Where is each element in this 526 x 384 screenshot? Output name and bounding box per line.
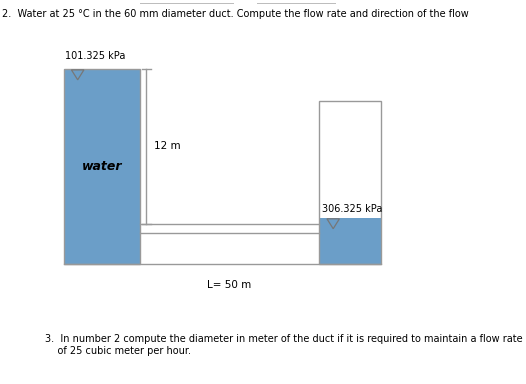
Text: 306.325 kPa: 306.325 kPa — [322, 204, 382, 214]
Text: 2.  Water at 25 °C in the 60 mm diameter duct. Compute the flow rate and directi: 2. Water at 25 °C in the 60 mm diameter … — [3, 9, 469, 19]
Bar — [319, 218, 381, 265]
Bar — [319, 101, 381, 265]
Text: 3.  In number 2 compute the diameter in meter of the duct if it is required to m: 3. In number 2 compute the diameter in m… — [45, 334, 523, 356]
Bar — [64, 69, 140, 265]
Text: 101.325 kPa: 101.325 kPa — [65, 51, 126, 61]
Text: L= 50 m: L= 50 m — [207, 280, 252, 290]
Text: 12 m: 12 m — [154, 141, 180, 151]
Text: water: water — [82, 160, 122, 173]
Bar — [319, 101, 381, 265]
Bar — [64, 69, 140, 265]
